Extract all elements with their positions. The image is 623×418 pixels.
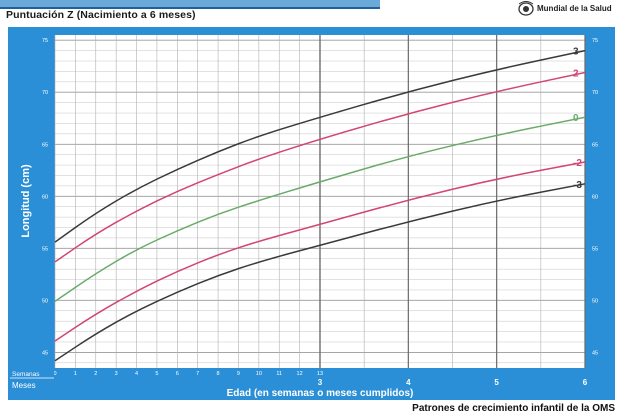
series-label-0: 0 (573, 113, 579, 124)
series-lines (54, 49, 586, 362)
series-line-0 (54, 116, 586, 303)
x-tick-month: 4 (406, 378, 411, 387)
x-tick-week: 9 (237, 371, 240, 377)
y-tick-right: 45 (592, 350, 598, 356)
x-tick-week: 7 (196, 371, 199, 377)
x-tick-week: 5 (155, 371, 158, 377)
y-tick-right: 65 (592, 142, 598, 148)
y-tick-left: 50 (42, 298, 48, 304)
x-axis-ticks: 0 1 2 3 4 5 6 7 8 9 10 11 12 133 4 5 6 (53, 371, 587, 387)
x-tick-week: 0 (53, 371, 56, 377)
series-label-3: 3 (573, 47, 579, 58)
series-label--3: -3 (573, 180, 582, 191)
y-tick-left: 75 (42, 38, 48, 44)
grid-lines (54, 35, 586, 368)
x-tick-week: 4 (135, 371, 138, 377)
x-axis-label: Edad (en semanas o meses cumplidos) (227, 388, 414, 399)
x-tick-week: 12 (297, 371, 303, 377)
y-axis-right-ticks: 45 50 55 60 65 70 75 (592, 38, 598, 356)
x-tick-month: 5 (494, 378, 499, 387)
y-tick-left: 55 (42, 246, 48, 252)
y-tick-right: 75 (592, 38, 598, 44)
y-tick-right: 70 (592, 90, 598, 96)
series-label--2: -2 (573, 158, 582, 169)
x-tick-week: 2 (94, 371, 97, 377)
series-line--2 (54, 161, 586, 342)
who-emblem-icon (518, 1, 534, 16)
header-divider (0, 7, 380, 9)
chart-subtitle: Puntuación Z (Nacimiento a 6 meses) (6, 9, 196, 21)
x-tick-week: 13 (317, 371, 323, 377)
y-tick-left: 70 (42, 90, 48, 96)
y-tick-left: 65 (42, 142, 48, 148)
y-tick-right: 55 (592, 246, 598, 252)
footer-credit: Patrones de crecimiento infantil de la O… (412, 403, 615, 414)
x-tick-week: 1 (74, 371, 77, 377)
y-tick-right: 50 (592, 298, 598, 304)
organization-name: Mundial de la Salud (537, 4, 612, 13)
y-tick-right: 60 (592, 194, 598, 200)
y-axis-left-ticks: 45 50 55 60 65 70 75 (42, 38, 48, 356)
x-tick-month: 3 (318, 378, 323, 387)
y-axis-label: Longitud (cm) (20, 164, 32, 238)
x-row-label-weeks: Semanas (12, 371, 40, 378)
x-tick-month: 6 (583, 378, 588, 387)
series-end-labels: 3 2 0 -2 -3 (573, 47, 582, 191)
x-tick-week: 3 (115, 371, 118, 377)
header-accent-bar (0, 0, 380, 7)
x-tick-week: 6 (176, 371, 179, 377)
y-tick-left: 45 (42, 350, 48, 356)
semanas-row-bg (10, 369, 54, 377)
x-tick-week: 8 (217, 371, 220, 377)
series-line-2 (54, 71, 586, 263)
x-tick-week: 10 (256, 371, 262, 377)
x-row-label-months: Meses (12, 381, 36, 390)
series-line--3 (54, 183, 586, 362)
x-tick-week: 11 (276, 371, 282, 377)
series-label-2: 2 (573, 68, 579, 79)
series-line-3 (54, 49, 586, 243)
y-tick-left: 60 (42, 194, 48, 200)
